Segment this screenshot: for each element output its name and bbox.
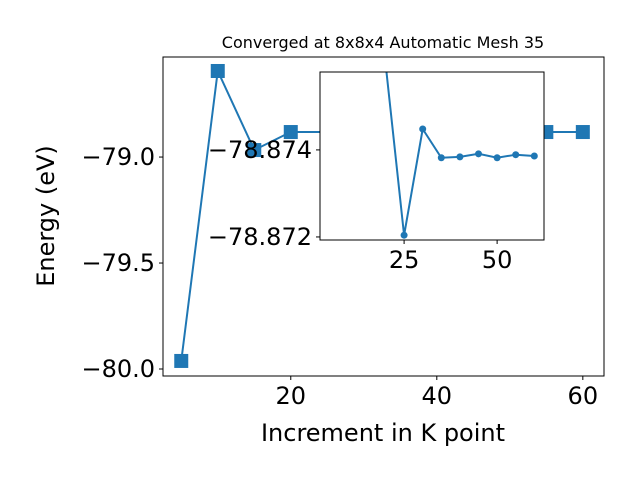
y-tick-label: −78.872	[208, 223, 312, 251]
y-axis-label: Energy (eV)	[32, 145, 60, 287]
marker	[400, 231, 408, 239]
axes-frame	[162, 56, 605, 377]
x-tick-label: 60	[568, 382, 599, 410]
y-tick-label: −79.0	[81, 143, 155, 171]
chart-title: Converged at 8x8x4 Automatic Mesh 35	[222, 33, 544, 52]
axes-frame	[319, 71, 545, 241]
marker	[530, 152, 538, 160]
y-tick-label: −80.0	[81, 355, 155, 383]
marker	[437, 154, 445, 162]
x-tick-label: 50	[482, 246, 513, 274]
x-tick-label: 20	[275, 382, 306, 410]
plot-area	[385, 72, 538, 239]
x-axis-label: Increment in K point	[261, 419, 505, 447]
marker	[210, 63, 225, 78]
y-tick-label: −79.5	[81, 249, 155, 277]
y-tick-label: −78.874	[208, 136, 312, 164]
marker	[475, 150, 483, 158]
marker	[174, 353, 189, 368]
marker	[456, 153, 464, 161]
marker	[493, 154, 501, 162]
marker	[283, 125, 298, 140]
marker	[575, 125, 590, 140]
marker	[247, 143, 262, 158]
x-tick-label: 40	[422, 382, 453, 410]
x-tick-label: 25	[389, 246, 420, 274]
marker	[419, 125, 427, 133]
marker	[512, 151, 520, 159]
